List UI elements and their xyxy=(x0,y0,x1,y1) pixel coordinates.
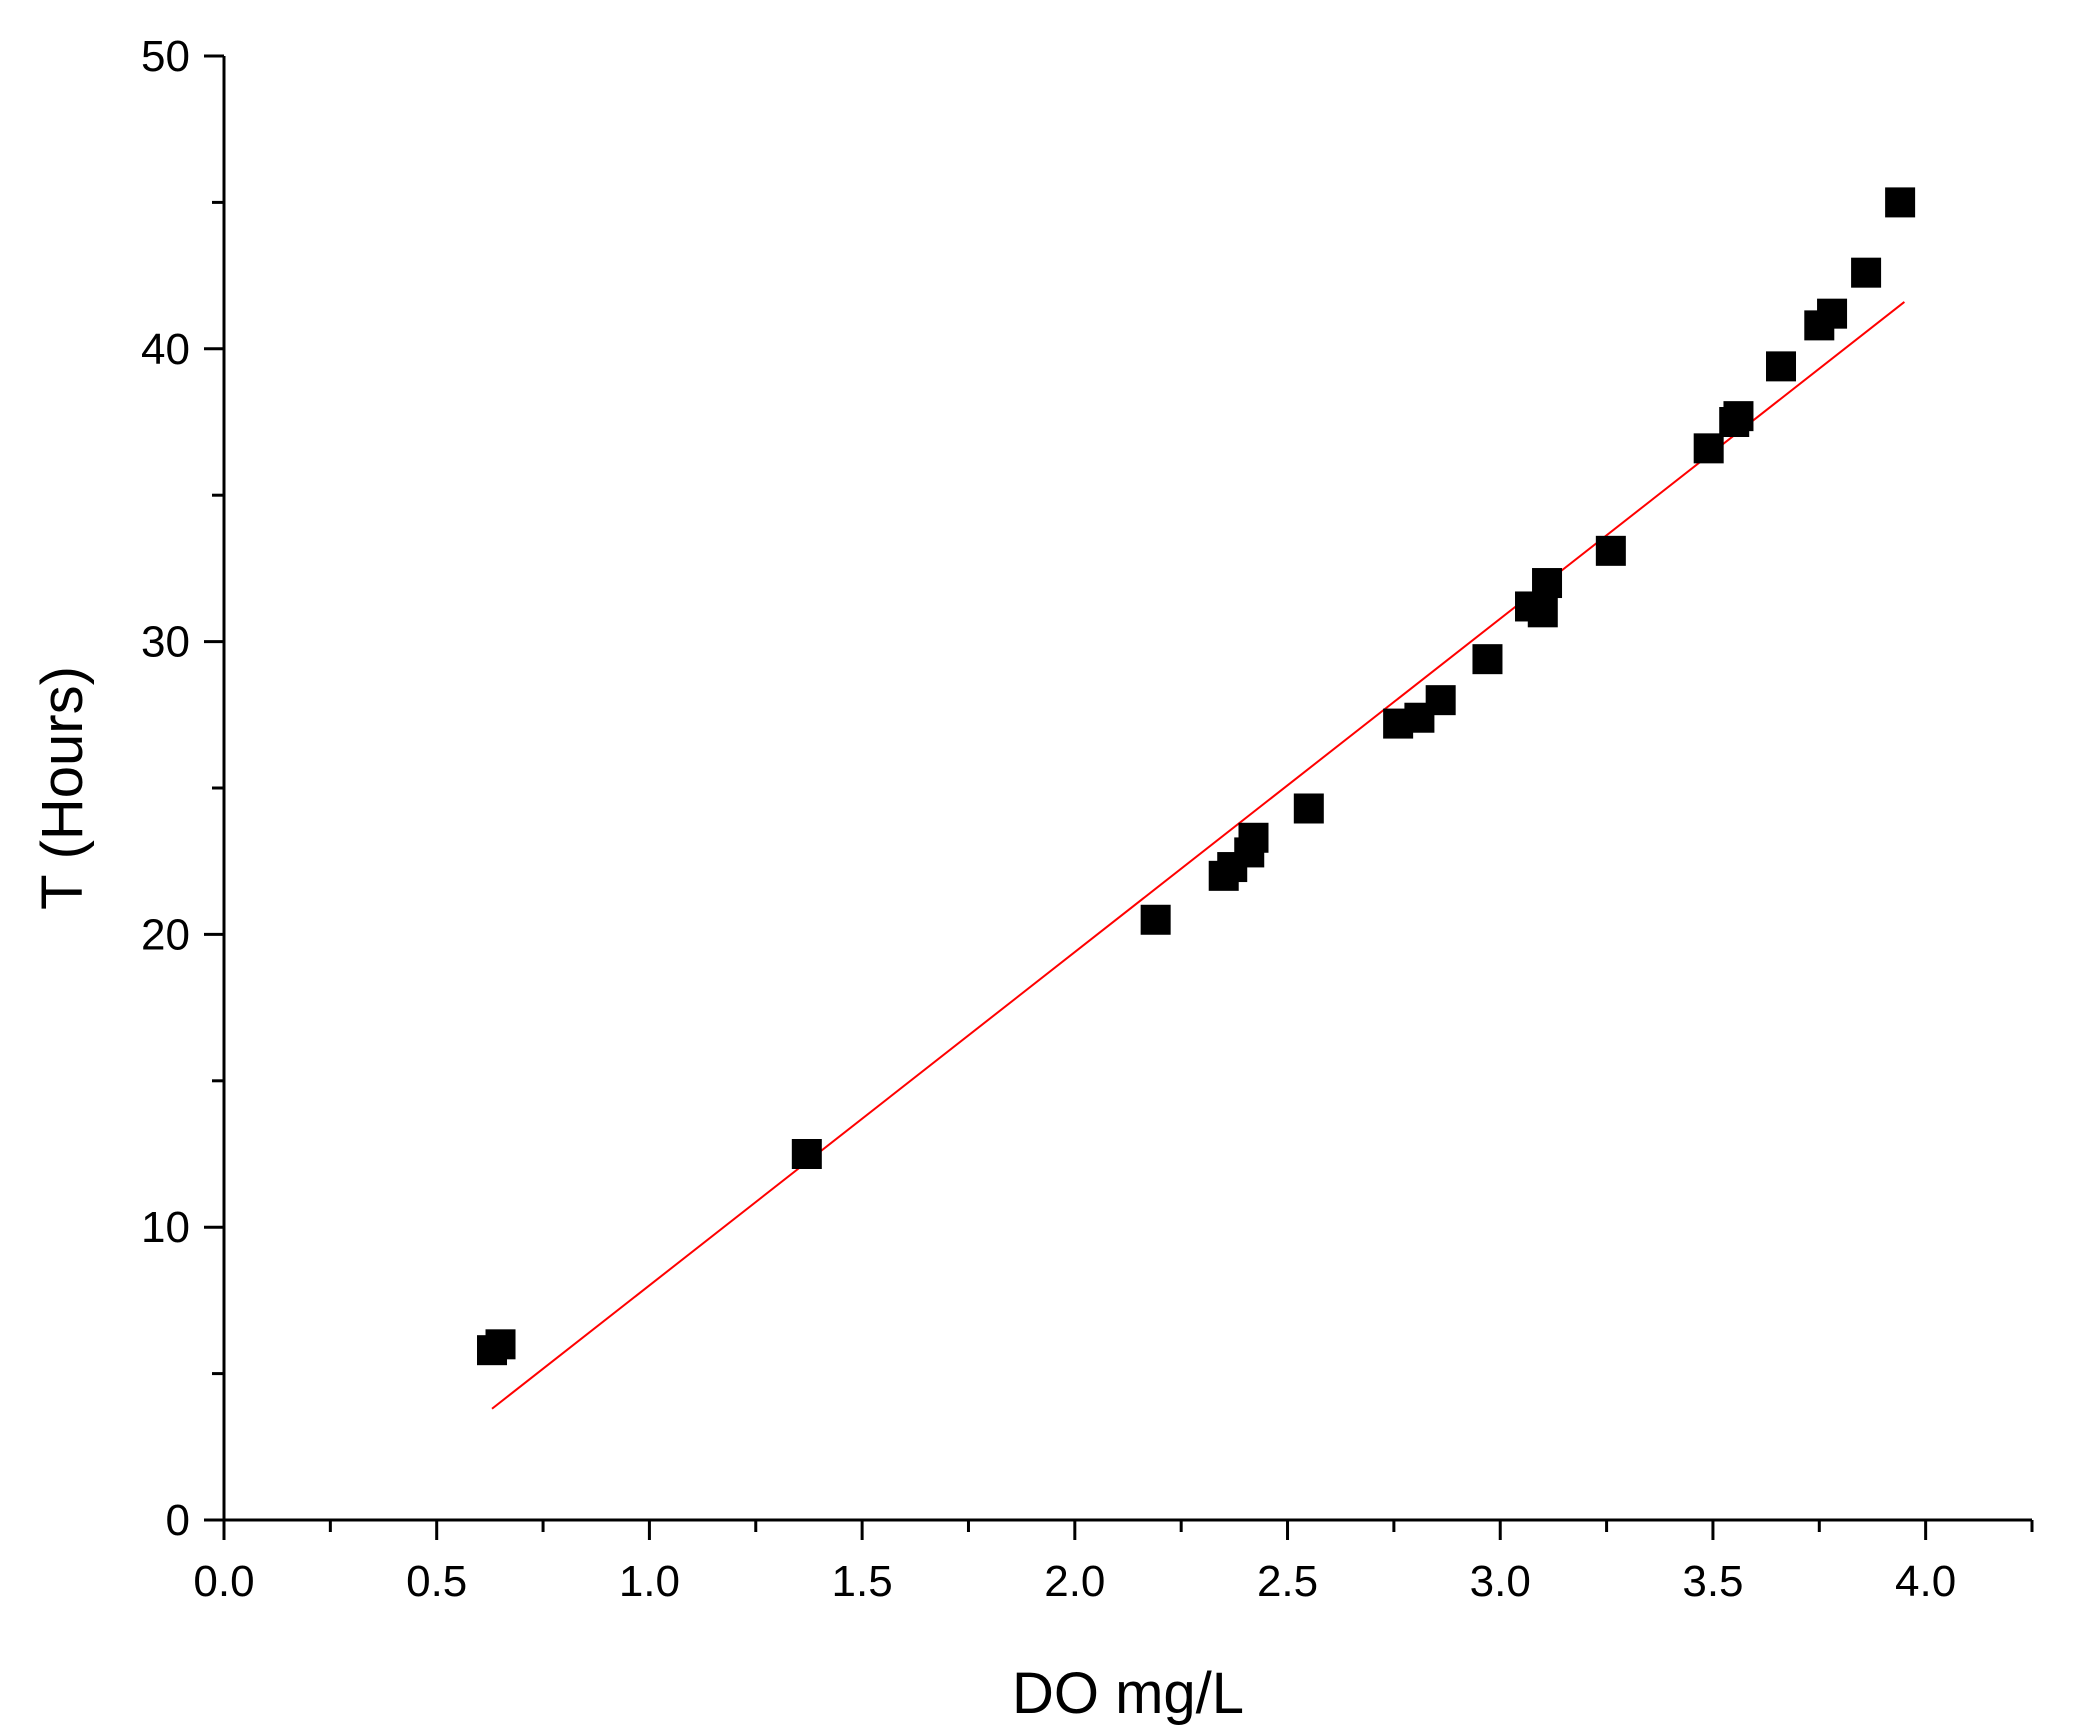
x-axis-ticks: 0.0 0.5 1.0 1.5 2.0 2.5 3.0 3.5 4.0 xyxy=(193,1520,2034,1606)
y-tick-label: 40 xyxy=(141,325,190,374)
y-axis-title: T (Hours) xyxy=(30,666,95,910)
x-tick-label: 2.5 xyxy=(1257,1557,1318,1606)
x-tick-label: 0.5 xyxy=(406,1557,467,1606)
data-point xyxy=(1766,351,1797,382)
x-tick-label: 4.0 xyxy=(1895,1557,1956,1606)
data-point xyxy=(1532,568,1563,599)
y-tick-label: 0 xyxy=(166,1496,190,1545)
x-axis-title: DO mg/L xyxy=(1012,1661,1244,1726)
fit-line-layer xyxy=(491,301,1905,1410)
y-tick-label: 50 xyxy=(141,32,190,81)
x-tick-label: 1.0 xyxy=(619,1557,680,1606)
data-point xyxy=(1425,685,1456,716)
x-tick-label: 3.0 xyxy=(1470,1557,1531,1606)
data-points xyxy=(477,187,1916,1366)
x-tick-label: 1.5 xyxy=(832,1557,893,1606)
data-point xyxy=(791,1139,822,1169)
data-point xyxy=(485,1329,516,1360)
fit-line xyxy=(491,301,1905,1410)
data-point xyxy=(1140,904,1171,935)
y-tick-label: 20 xyxy=(141,910,190,959)
data-point xyxy=(1817,298,1848,329)
data-point xyxy=(1595,535,1626,566)
data-point xyxy=(1238,822,1269,853)
y-tick-label: 10 xyxy=(141,1203,190,1252)
x-tick-label: 3.5 xyxy=(1682,1557,1743,1606)
y-tick-label: 30 xyxy=(141,618,190,667)
data-point xyxy=(1885,187,1916,218)
data-point xyxy=(1693,433,1724,464)
data-point xyxy=(1851,257,1882,288)
data-point xyxy=(1293,793,1324,824)
y-axis-ticks: 0 10 20 30 40 50 xyxy=(141,32,224,1545)
data-point xyxy=(1723,401,1754,432)
data-point xyxy=(1472,644,1503,675)
axes xyxy=(222,56,2032,1522)
x-tick-label: 2.0 xyxy=(1044,1557,1105,1606)
data-point xyxy=(1527,597,1558,628)
x-tick-label: 0.0 xyxy=(193,1557,254,1606)
